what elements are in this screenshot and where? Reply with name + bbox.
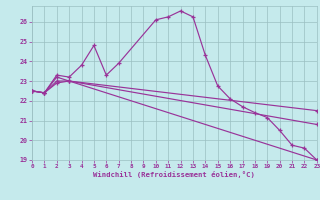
- X-axis label: Windchill (Refroidissement éolien,°C): Windchill (Refroidissement éolien,°C): [93, 171, 255, 178]
